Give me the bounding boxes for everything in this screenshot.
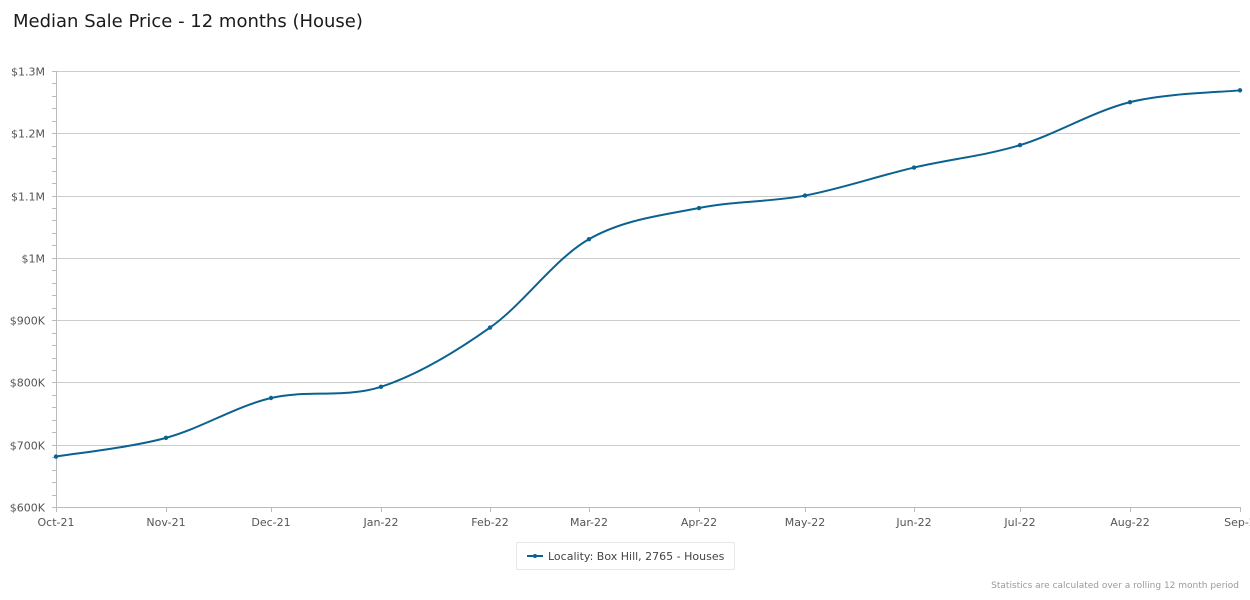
data-point[interactable]: [268, 395, 274, 401]
data-point[interactable]: [1237, 88, 1243, 93]
data-point[interactable]: [163, 435, 169, 441]
series-line-path: [55, 89, 1241, 458]
x-tick-label: Jan-22: [363, 516, 399, 529]
data-point[interactable]: [911, 165, 917, 170]
data-point[interactable]: [696, 205, 702, 211]
gridlines: [56, 71, 1240, 446]
y-tick-label: $1.1M: [11, 191, 45, 204]
x-axis-ticks: Oct-21 Nov-21 Dec-21 Jan-22 Feb-22 Mar-22 Apr-…: [38, 507, 1250, 529]
x-tick-label: Oct-21: [38, 516, 75, 529]
data-point[interactable]: [1017, 142, 1023, 148]
data-point[interactable]: [53, 454, 59, 459]
y-axis-ticks: $600K $700K $800K $900K $1M $1.1M $1.2M $1.3M: [10, 66, 46, 515]
x-tick-label: Sep-2: [1224, 516, 1250, 529]
y-tick-label: $700K: [10, 440, 46, 453]
data-point[interactable]: [586, 236, 592, 242]
legend-label: Locality: Box Hill, 2765 - Houses: [548, 549, 725, 563]
x-tick-label: May-22: [785, 516, 826, 529]
x-tick-label: Mar-22: [570, 516, 608, 529]
data-point[interactable]: [1127, 99, 1133, 105]
x-tick-label: Dec-21: [251, 516, 290, 529]
y-tick-label: $1.3M: [11, 66, 45, 79]
series-line: [55, 89, 1241, 458]
legend[interactable]: Locality: Box Hill, 2765 - Houses: [516, 542, 736, 570]
footnote: Statistics are calculated over a rolling…: [991, 581, 1239, 591]
chart-title: Median Sale Price - 12 months (House): [13, 11, 363, 32]
series-points: [53, 88, 1243, 459]
x-tick-label: Feb-22: [471, 516, 508, 529]
x-tick-label: Jul-22: [1003, 516, 1035, 529]
legend-line-marker-icon: [527, 550, 543, 562]
y-tick-label: $900K: [10, 315, 46, 328]
x-tick-label: Apr-22: [681, 516, 717, 529]
y-tick-label: $600K: [10, 502, 46, 515]
y-tick-label: $1M: [22, 253, 46, 266]
data-point[interactable]: [487, 325, 493, 330]
axes: [52, 71, 1240, 508]
x-tick-label: Aug-22: [1110, 516, 1149, 529]
y-tick-label: $1.2M: [11, 128, 45, 141]
chart-plot: $600K $700K $800K $900K $1M $1.1M $1.2M $1.3M O…: [10, 66, 1250, 530]
y-tick-label: $800K: [10, 377, 46, 390]
x-tick-label: Nov-21: [146, 516, 185, 529]
data-point[interactable]: [378, 384, 384, 389]
x-tick-label: Jun-22: [895, 516, 931, 529]
data-point[interactable]: [802, 193, 808, 198]
